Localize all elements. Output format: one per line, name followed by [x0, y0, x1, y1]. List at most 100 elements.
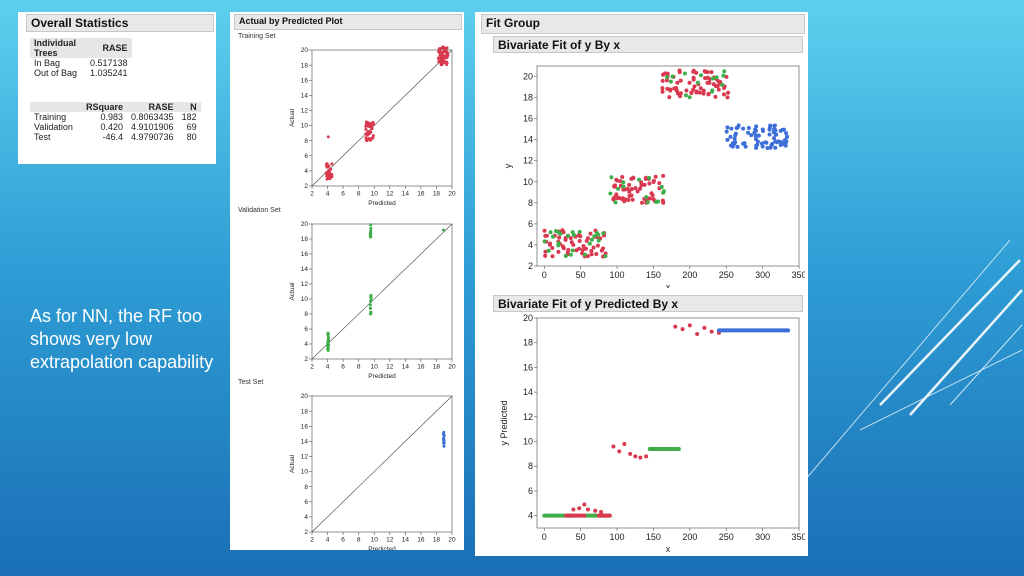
data-point — [615, 178, 620, 183]
data-point — [591, 245, 596, 250]
data-point — [439, 57, 443, 61]
table-header: RASE — [86, 38, 132, 58]
x-tick-label: 20 — [448, 191, 456, 198]
data-point — [673, 324, 678, 329]
data-point — [755, 133, 760, 138]
y-tick-label: 6 — [304, 153, 308, 160]
data-point — [568, 252, 573, 257]
y-tick-label: 4 — [304, 168, 308, 175]
data-point — [779, 140, 784, 145]
data-point — [643, 176, 648, 181]
y-tick-label: 14 — [523, 135, 533, 145]
y-tick-label: 4 — [528, 240, 533, 250]
data-point — [543, 249, 548, 254]
test-set-chart: Test Set 2 4 6 8 10 12 14 16 18 20 2 4 6 8 10 12 14 16 18 20… — [238, 379, 456, 550]
data-point — [622, 442, 627, 446]
data-point — [609, 175, 614, 180]
y-tick-label: 10 — [301, 469, 309, 476]
data-point — [556, 249, 561, 254]
data-point — [684, 88, 689, 93]
data-point — [678, 91, 683, 96]
data-point — [368, 122, 372, 126]
data-point — [561, 246, 566, 251]
data-point — [710, 89, 715, 94]
data-point — [647, 175, 652, 180]
data-point — [327, 171, 331, 175]
x-axis-label: x — [666, 282, 671, 288]
y-axis-label: y Predicted — [499, 400, 509, 445]
data-point — [635, 189, 640, 194]
data-point — [694, 90, 699, 95]
data-point — [709, 70, 714, 75]
data-point — [720, 82, 725, 87]
y-tick-label: 18 — [523, 338, 533, 348]
overall-statistics-header: Overall Statistics — [26, 14, 214, 32]
plot-frame — [536, 317, 800, 529]
data-point — [661, 189, 666, 194]
data-point — [759, 141, 764, 146]
x-tick-label: 18 — [433, 537, 441, 544]
data-point — [613, 200, 618, 205]
data-point — [714, 75, 719, 80]
y-tick-label: 6 — [304, 499, 308, 506]
data-point — [647, 181, 652, 186]
data-point — [701, 91, 706, 96]
data-point — [629, 187, 634, 192]
data-point — [687, 80, 692, 85]
data-point — [736, 123, 741, 128]
data-point — [699, 73, 704, 78]
data-point — [691, 77, 696, 82]
data-point — [565, 233, 570, 238]
data-point — [639, 183, 644, 188]
x-tick-label: 350 — [791, 532, 805, 542]
data-point — [627, 189, 632, 194]
x-tick-label: 250 — [719, 532, 734, 542]
x-tick-label: 12 — [386, 537, 394, 544]
data-point — [637, 177, 642, 182]
x-tick-label: 10 — [371, 191, 379, 198]
data-point — [364, 127, 368, 131]
data-point — [365, 133, 369, 137]
x-tick-label: 4 — [326, 364, 330, 371]
data-point — [583, 252, 588, 257]
data-point — [770, 141, 775, 146]
data-point — [441, 228, 445, 232]
data-point — [724, 129, 729, 134]
y-axis-label: y — [503, 163, 513, 168]
data-point — [627, 182, 632, 187]
data-point — [654, 199, 659, 204]
data-point — [729, 126, 734, 131]
x-tick-label: 0 — [542, 532, 547, 542]
y-tick-label: 16 — [523, 362, 533, 372]
table-cell: 0.983 — [100, 112, 124, 122]
data-point — [705, 75, 710, 80]
data-point — [778, 128, 783, 133]
data-point — [629, 193, 634, 198]
y-tick-label: 2 — [304, 529, 308, 536]
plot-frame — [311, 223, 453, 360]
data-point — [595, 243, 600, 248]
y-tick-label: 12 — [301, 454, 309, 461]
fit-group-panel: Fit Group Bivariate Fit of y By x 0 50 100… — [475, 12, 808, 556]
diagonal-line — [311, 223, 453, 360]
data-point — [760, 144, 765, 149]
data-point — [768, 123, 773, 128]
x-tick-label: 150 — [646, 532, 661, 542]
y-axis-label: Actual — [289, 108, 296, 127]
x-tick-label: 100 — [610, 270, 625, 280]
data-point — [695, 332, 700, 337]
table-cell: Test — [34, 132, 51, 142]
data-point — [743, 144, 748, 149]
data-point — [633, 186, 638, 191]
data-point — [721, 73, 726, 78]
y-tick-label: 6 — [528, 219, 533, 229]
table-header: RSquare — [82, 102, 128, 112]
data-point — [725, 137, 730, 142]
y-tick-label: 16 — [523, 114, 533, 124]
data-point — [596, 238, 601, 243]
data-point — [695, 80, 700, 85]
data-point — [442, 430, 446, 434]
data-point — [741, 141, 746, 146]
data-point — [368, 306, 372, 310]
data-point — [668, 79, 673, 84]
